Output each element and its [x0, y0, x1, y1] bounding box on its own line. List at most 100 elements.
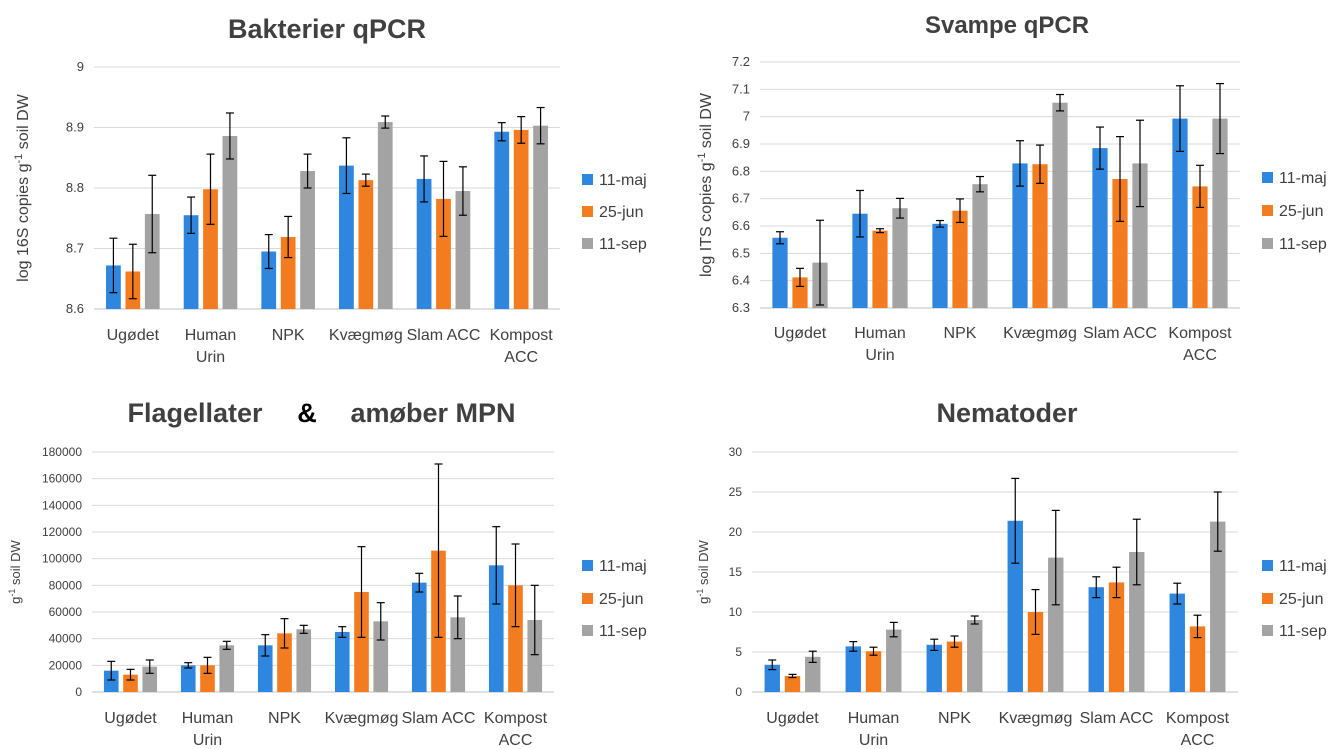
x-category-label: Human	[848, 710, 900, 727]
bar	[1210, 521, 1226, 692]
x-category-label: NPK	[268, 710, 301, 727]
legend-swatch	[1262, 172, 1273, 183]
y-tick-label: 6.7	[732, 191, 750, 206]
x-category-label: NPK	[272, 327, 305, 344]
x-category-label: Kvægmøg	[325, 710, 399, 727]
x-category-label: Kvægmøg	[1003, 325, 1077, 342]
chart-title: Svampe qPCR	[925, 12, 1089, 39]
bar	[508, 585, 523, 692]
legend-swatch	[582, 593, 593, 604]
legend-label: 11-sep	[599, 623, 647, 640]
bar	[1027, 612, 1044, 692]
x-category-label: Slam ACC	[407, 327, 481, 344]
y-tick-label: 160000	[42, 472, 82, 486]
bar	[845, 646, 861, 692]
legend-label: 25-jun	[599, 204, 643, 221]
chart-title: Nematoder	[936, 398, 1078, 428]
bar	[952, 210, 968, 308]
legend: 11-maj 25-jun 11-sep	[582, 558, 647, 640]
bar	[865, 651, 882, 692]
bar	[280, 237, 296, 309]
x-category-label: ACC	[1181, 732, 1215, 749]
y-tick-label: 120000	[42, 525, 82, 539]
legend: 11-maj 25-jun 11-sep	[1262, 170, 1327, 253]
chart-title-part: amøber MPN	[350, 398, 515, 428]
bar	[339, 165, 354, 309]
legend-swatch	[1262, 205, 1273, 216]
bar	[764, 664, 780, 692]
y-tick-label: 30	[729, 445, 743, 459]
legend-swatch	[582, 238, 593, 249]
legend-label: 11-maj	[1279, 170, 1327, 187]
x-category-label: NPK	[938, 710, 971, 727]
bar	[972, 184, 988, 308]
chart-nematoder: Nematoder g-1 soil DW 0 5 10 15 20 25 30 Ugødet…	[695, 398, 1327, 749]
x-category-label: Human	[185, 327, 237, 344]
y-tick-label: 6.9	[732, 136, 750, 151]
bar	[1132, 163, 1148, 308]
x-category-label: Kompost	[490, 327, 554, 344]
chart-title-part: &	[297, 398, 317, 428]
y-tick-label: 7.2	[732, 54, 750, 69]
legend-swatch	[1262, 593, 1273, 604]
legend-label: 25-jun	[1279, 591, 1323, 608]
bar	[1108, 582, 1125, 692]
y-tick-label: 6.6	[732, 218, 750, 233]
bar	[411, 582, 427, 692]
bar	[373, 621, 389, 692]
y-tick-label: 20	[729, 525, 743, 539]
legend-label: 11-sep	[599, 236, 647, 253]
x-category-label: ACC	[499, 732, 533, 749]
bar	[123, 674, 138, 692]
plot-area: 0 5 10 15 20 25 30 Ugødet Human Urin NPK Kvægmøg Sla…	[729, 445, 1238, 749]
y-axis-label: g-1 soil DW	[695, 539, 711, 603]
x-category-label: Ugødet	[107, 327, 160, 344]
bar	[1052, 102, 1068, 308]
chart-title: Bakterier qPCR	[228, 14, 426, 44]
x-category-label: Urin	[196, 349, 225, 366]
bar	[261, 251, 277, 309]
bar	[967, 620, 983, 692]
bar	[513, 129, 529, 309]
bar	[926, 644, 942, 692]
y-tick-label: 8.8	[66, 180, 84, 195]
bar	[886, 629, 902, 692]
bar	[872, 230, 888, 308]
bar	[1212, 118, 1228, 308]
bar	[772, 237, 788, 308]
bar	[527, 620, 543, 692]
bar	[1012, 163, 1028, 308]
bar	[932, 223, 948, 308]
chart-svampe: Svampe qPCR log ITS copies g-1 soil DW 6…	[696, 12, 1327, 364]
bar	[103, 670, 119, 692]
y-tick-label: 8.7	[66, 241, 84, 256]
y-tick-label: 7	[743, 109, 750, 124]
y-tick-label: 10	[729, 605, 743, 619]
bar	[450, 617, 466, 692]
x-category-label: ACC	[504, 349, 538, 366]
y-axis-label: g-1 soil DW	[7, 539, 23, 603]
x-category-label: Human	[182, 710, 234, 727]
plot-area: 8.6 8.7 8.8 8.9 9 Ugødet Human Urin NPK Kvægmøg Sl…	[66, 59, 560, 366]
x-category-label: Urin	[193, 732, 222, 749]
bar	[455, 191, 471, 309]
bar	[334, 632, 350, 692]
chart-title-part: Flagellater	[127, 398, 263, 428]
y-tick-label: 8.6	[66, 301, 84, 316]
y-tick-label: 6.5	[732, 245, 750, 260]
bar	[296, 629, 312, 692]
x-category-label: Slam ACC	[402, 710, 476, 727]
bar	[257, 645, 273, 692]
x-category-label: Slam ACC	[1080, 710, 1154, 727]
legend-label: 11-sep	[1279, 236, 1327, 253]
x-category-label: Ugødet	[766, 710, 819, 727]
bar	[222, 135, 238, 309]
bar	[946, 641, 963, 692]
bar	[200, 665, 215, 692]
bar	[377, 122, 393, 310]
chart-bakterier: Bakterier qPCR log 16S copies g-1 soil D…	[13, 14, 647, 366]
bar	[436, 198, 451, 309]
legend-label: 25-jun	[599, 591, 643, 608]
bar	[1172, 118, 1188, 308]
